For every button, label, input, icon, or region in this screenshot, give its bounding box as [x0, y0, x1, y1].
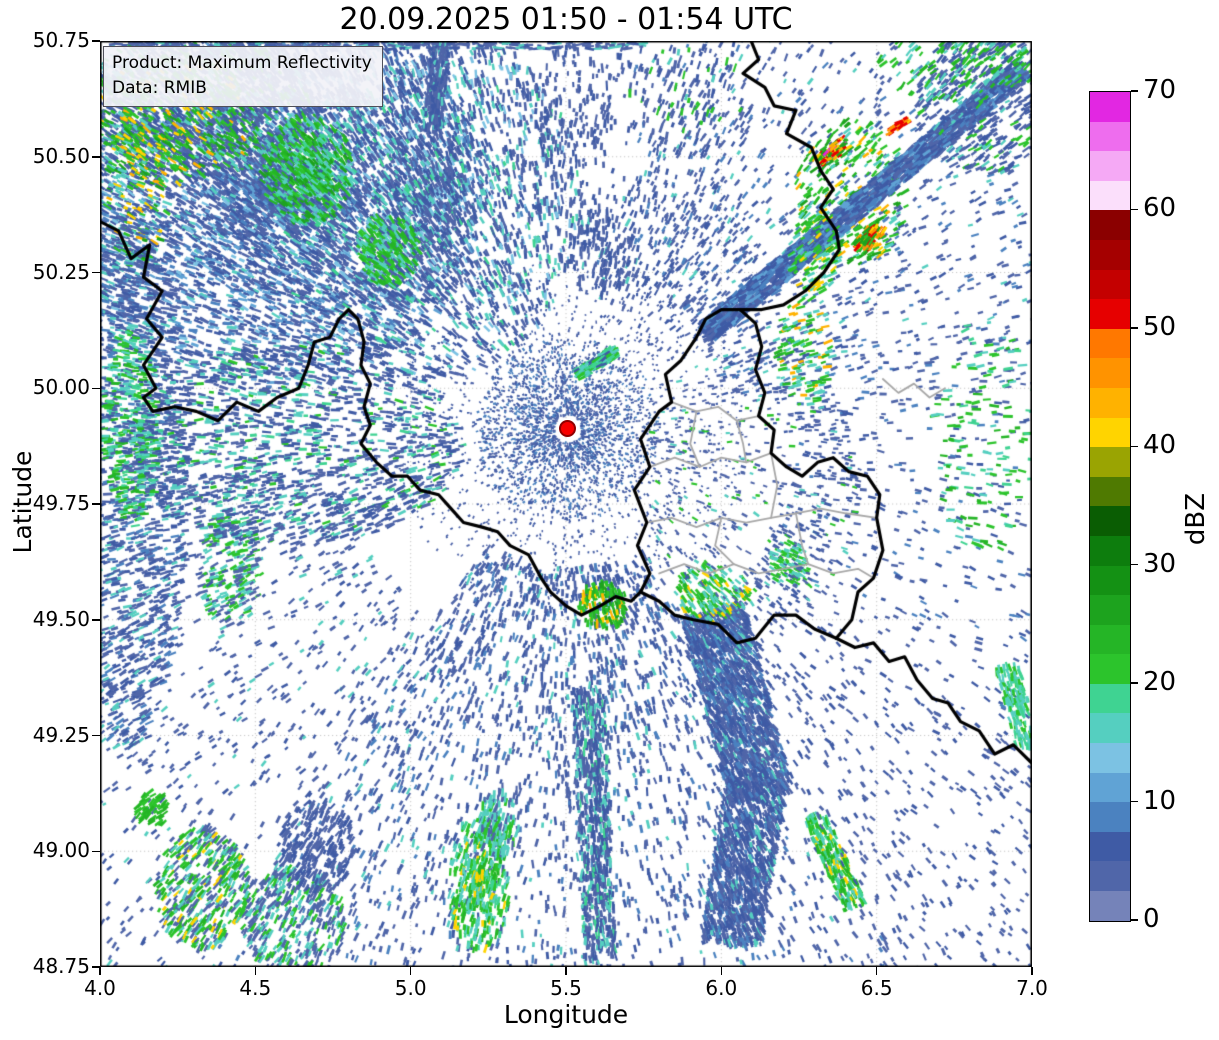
colorbar-tick-label: 20 [1143, 667, 1177, 698]
colorbar-segment [1090, 565, 1130, 596]
colorbar-segment [1090, 654, 1130, 684]
y-tick-mark [92, 271, 100, 274]
y-tick-mark [92, 503, 100, 505]
colorbar-segment [1090, 861, 1130, 892]
x-tick-label: 5.5 [550, 976, 582, 1000]
colorbar-segment [1090, 121, 1130, 152]
colorbar-tick-mark [1131, 208, 1138, 211]
y-tick-mark [92, 156, 100, 158]
colorbar-tick-mark [1131, 327, 1138, 329]
colorbar-tick-mark [1131, 445, 1138, 448]
x-tick-mark [720, 967, 723, 975]
colorbar-segment [1090, 624, 1130, 655]
colorbar-title: dBZ [1181, 492, 1211, 546]
x-tick-label: 7.0 [1016, 976, 1048, 1000]
colorbar-tick-mark [1131, 90, 1138, 92]
colorbar-tick-mark [1131, 800, 1138, 803]
colorbar-segment [1090, 328, 1130, 359]
colorbar-tick-label: 10 [1143, 785, 1177, 816]
product-label: Product: Maximum Reflectivity [112, 53, 372, 73]
x-axis-title: Longitude [503, 1000, 629, 1029]
y-tick-mark [92, 387, 100, 389]
x-tick-label: 5.0 [394, 976, 427, 1000]
colorbar-segment [1090, 535, 1130, 566]
y-tick-mark [92, 734, 100, 737]
colorbar-tick-mark [1131, 563, 1138, 566]
colorbar-tick-label: 50 [1143, 311, 1177, 342]
y-tick-label: 50.00 [32, 375, 90, 400]
x-tick-mark [1031, 967, 1033, 975]
colorbar-tick-label: 60 [1143, 193, 1177, 224]
y-tick-label: 50.75 [32, 28, 90, 52]
x-tick-mark [99, 967, 101, 975]
colorbar-segment [1090, 151, 1130, 181]
colorbar-segment [1090, 683, 1130, 714]
x-tick-label: 4.0 [84, 976, 116, 1000]
radar-map-canvas [100, 41, 1032, 967]
colorbar-tick-label: 70 [1143, 75, 1177, 105]
y-tick-mark [92, 619, 100, 621]
y-tick-label: 50.25 [32, 259, 90, 284]
y-tick-label: 49.00 [32, 838, 90, 863]
colorbar-segment [1090, 506, 1130, 536]
x-tick-mark [565, 967, 567, 975]
colorbar-segment [1090, 417, 1130, 448]
x-tick-label: 6.5 [860, 976, 893, 1000]
y-tick-mark [92, 40, 100, 42]
product-info-box: Product: Maximum Reflectivity Data: RMIB [103, 46, 383, 108]
x-tick-mark [254, 967, 257, 975]
y-tick-label: 49.75 [32, 491, 90, 515]
colorbar-segment [1090, 447, 1130, 477]
colorbar-segment [1090, 772, 1130, 803]
colorbar-segment [1090, 210, 1130, 240]
x-tick-mark [875, 967, 878, 975]
colorbar-tick-mark [1131, 919, 1138, 921]
y-tick-label: 50.50 [32, 143, 90, 168]
radar-location-dot [559, 420, 577, 438]
colorbar [1089, 91, 1131, 922]
colorbar-tick-mark [1131, 682, 1138, 684]
y-tick-label: 49.50 [32, 606, 90, 631]
colorbar-segment [1090, 802, 1130, 832]
colorbar-segment [1090, 269, 1130, 300]
colorbar-segment [1090, 476, 1130, 507]
y-tick-mark [92, 966, 100, 968]
x-tick-label: 6.0 [705, 976, 738, 1000]
y-tick-mark [92, 850, 100, 852]
data-source-label: Data: RMIB [112, 77, 207, 98]
colorbar-segment [1090, 831, 1130, 862]
colorbar-segment [1090, 891, 1130, 921]
colorbar-segment [1090, 387, 1130, 418]
colorbar-segment [1090, 92, 1130, 122]
colorbar-segment [1090, 299, 1130, 329]
y-tick-label: 48.75 [32, 954, 90, 978]
y-tick-label: 49.25 [32, 722, 90, 747]
map-plot-area [100, 41, 1032, 967]
colorbar-tick-label: 0 [1143, 904, 1160, 934]
colorbar-tick-label: 40 [1143, 430, 1177, 461]
chart-title: 20.09.2025 01:50 - 01:54 UTC [339, 2, 793, 37]
colorbar-segment [1090, 743, 1130, 773]
colorbar-segment [1090, 180, 1130, 211]
colorbar-tick-label: 30 [1143, 548, 1177, 579]
colorbar-segment [1090, 595, 1130, 625]
colorbar-segment [1090, 713, 1130, 744]
colorbar-segment [1090, 239, 1130, 270]
x-tick-label: 4.5 [239, 976, 272, 1000]
colorbar-segment [1090, 358, 1130, 388]
x-tick-mark [409, 967, 412, 975]
